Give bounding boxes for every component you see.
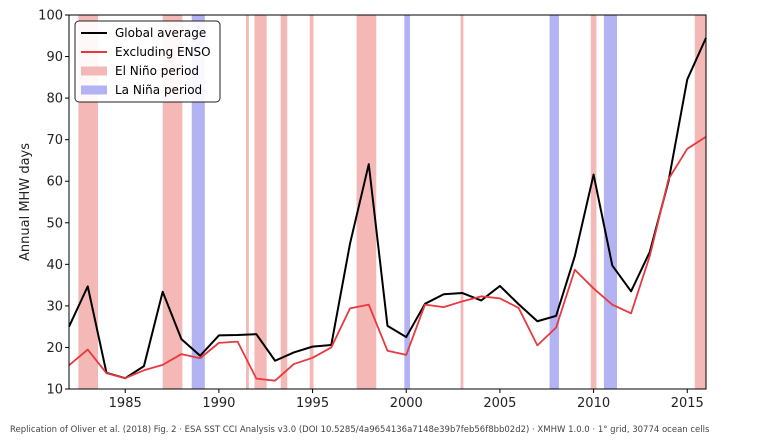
el-nino-band-5 (280, 15, 288, 389)
y-tick-label-60: 60 (46, 175, 63, 190)
y-tick-label-50: 50 (46, 216, 63, 231)
y-tick-label-90: 90 (46, 50, 63, 65)
legend-swatch-3 (81, 85, 107, 95)
y-axis-title: Annual MHW days (18, 143, 33, 261)
la-nina-band-12 (603, 15, 618, 389)
x-tick-label-1985: 1985 (109, 396, 142, 411)
el-nino-band-11 (590, 15, 597, 389)
source-caption: Replication of Oliver et al. (2018) Fig.… (10, 425, 710, 435)
y-tick-label-20: 20 (46, 341, 63, 356)
el-nino-band-7 (356, 15, 377, 389)
el-nino-band-9 (460, 15, 464, 389)
x-tick-label-2010: 2010 (577, 396, 610, 411)
axes: 1985 1990 1995 2000 2005 2010 2015 10 20 30 40 50 60… (18, 9, 707, 411)
mhw-days-chart: 1985 1990 1995 2000 2005 2010 2015 10 20 30 40 50 60… (18, 9, 707, 411)
x-tick-label-2000: 2000 (390, 396, 423, 411)
y-tick-label-40: 40 (46, 258, 63, 273)
legend-box (74, 20, 221, 103)
series-line-global-average (68, 37, 707, 380)
legend: Global average Excluding ENSO El Niño peri… (74, 20, 221, 103)
legend-label-2: El Niño period (115, 64, 199, 78)
la-nina-band-10 (549, 15, 559, 389)
legend-label-1: Excluding ENSO (115, 45, 211, 59)
el-nino-band-1 (162, 15, 183, 389)
x-tick-label-1995: 1995 (296, 396, 329, 411)
y-tick-label-30: 30 (46, 299, 63, 314)
x-tick-label-2005: 2005 (483, 396, 516, 411)
legend-label-3: La Niña period (115, 83, 202, 97)
la-nina-band-2 (191, 15, 205, 389)
series-line-excluding-enso (68, 136, 707, 382)
x-tick-label-1990: 1990 (202, 396, 235, 411)
y-tick-label-80: 80 (46, 92, 63, 107)
legend-swatch-2 (81, 66, 107, 76)
el-nino-band-6 (309, 15, 314, 389)
x-tick-label-2015: 2015 (671, 396, 704, 411)
legend-label-0: Global average (115, 26, 206, 40)
y-tick-label-10: 10 (46, 383, 63, 398)
y-tick-label-70: 70 (46, 133, 63, 148)
el-nino-band-4 (254, 15, 267, 389)
series-lines (68, 37, 707, 382)
el-nino-band-13 (694, 15, 706, 389)
el-nino-band-3 (246, 15, 249, 389)
la-nina-band-8 (404, 15, 410, 389)
plot-frame (68, 14, 707, 390)
y-tick-label-100: 100 (38, 9, 63, 24)
